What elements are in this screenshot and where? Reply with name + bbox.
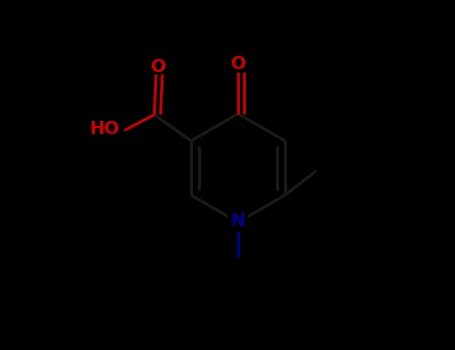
Text: N: N [231,211,246,230]
Text: O: O [150,58,166,76]
Text: O: O [230,55,246,73]
Text: HO: HO [89,120,119,138]
